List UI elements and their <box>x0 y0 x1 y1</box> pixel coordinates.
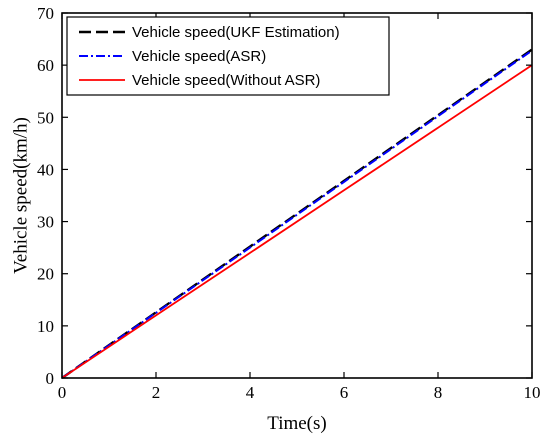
ticks-layer: 0 2 4 6 8 10 0 10 20 30 40 50 60 70 <box>37 4 541 402</box>
x-tick-label: 10 <box>524 383 541 402</box>
y-tick-label: 0 <box>46 369 55 388</box>
legend-label: Vehicle speed(Without ASR) <box>132 72 320 89</box>
y-tick-label: 30 <box>37 213 54 232</box>
series-layer <box>61 48 533 379</box>
x-tick-label: 2 <box>152 383 161 402</box>
series-line-vehicle-speed-without-asr <box>61 64 533 379</box>
y-tick-label: 10 <box>37 317 54 336</box>
y-tick-label: 20 <box>37 265 54 284</box>
y-axis-title: Vehicle speed(km/h) <box>10 117 31 274</box>
y-tick-label: 60 <box>37 56 54 75</box>
series-line-vehicle-speed-asr <box>61 49 533 379</box>
plot-frame <box>61 12 533 379</box>
y-tick-label: 50 <box>37 108 54 127</box>
x-tick-label: 8 <box>434 383 443 402</box>
legend-label: Vehicle speed(ASR) <box>132 48 266 65</box>
y-tick-label: 70 <box>37 4 54 23</box>
x-tick-label: 6 <box>340 383 349 402</box>
x-tick-label: 0 <box>58 383 67 402</box>
x-tick-label: 4 <box>246 383 255 402</box>
y-tick-label: 40 <box>37 160 54 179</box>
legend: Vehicle speed(UKF Estimation) Vehicle spe… <box>66 16 390 96</box>
legend-label: Vehicle speed(UKF Estimation) <box>132 24 340 41</box>
x-axis-title: Time(s) <box>267 413 326 434</box>
